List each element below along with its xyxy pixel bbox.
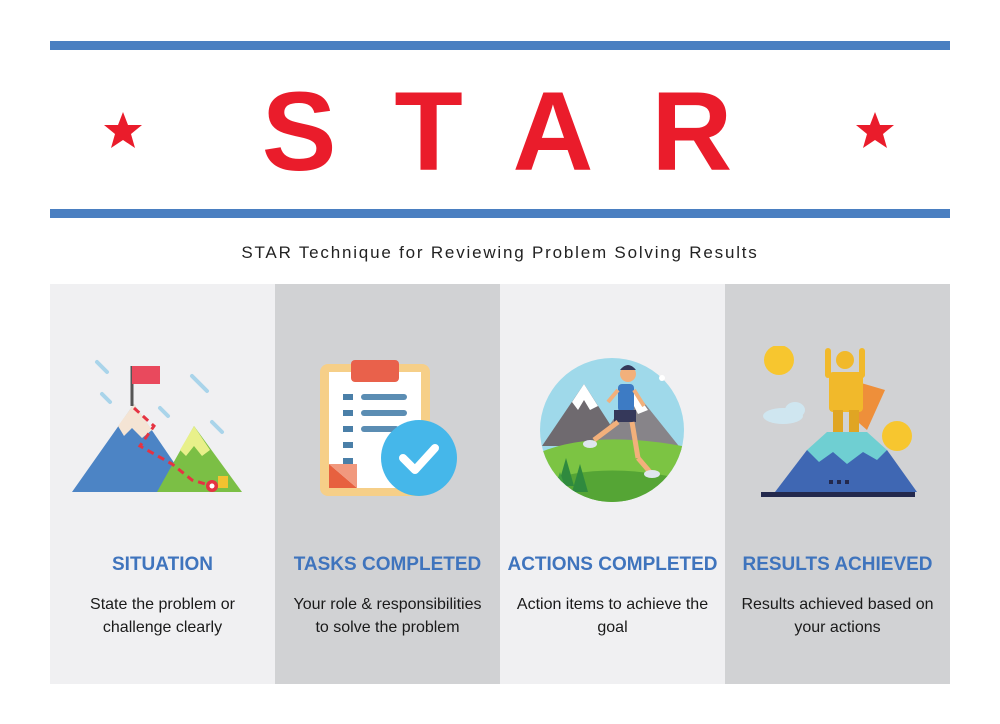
star-left-icon xyxy=(104,112,142,148)
page-title: STAR xyxy=(261,69,791,194)
top-rule xyxy=(50,41,950,50)
mountain-flag-icon xyxy=(72,360,242,492)
panel-situation: SITUATION State the problem or challenge… xyxy=(50,284,275,684)
panel-results: RESULTS ACHIEVED Results achieved based … xyxy=(725,284,950,684)
subtitle: STAR Technique for Reviewing Problem Sol… xyxy=(241,243,759,262)
panel-heading: ACTIONS COMPLETED xyxy=(507,554,718,575)
panel-heading: TASKS COMPLETED xyxy=(293,554,482,575)
panel-description: Results achieved based on your actions xyxy=(741,596,934,636)
panel-heading: SITUATION xyxy=(112,554,213,575)
bottom-rule xyxy=(50,209,950,218)
runner-icon xyxy=(540,358,684,502)
panel-description: Action items to achieve the goal xyxy=(516,596,709,636)
panel-description: Your role & responsibilities to solve th… xyxy=(293,596,482,636)
panel-tasks: TASKS COMPLETED Your role & responsibili… xyxy=(275,284,500,684)
clipboard-check-icon xyxy=(320,360,457,496)
panel-description: State the problem or challenge clearly xyxy=(90,596,235,636)
panel-actions: ACTIONS COMPLETED Action items to achiev… xyxy=(500,284,725,684)
summit-hero-icon xyxy=(761,346,917,497)
star-right-icon xyxy=(856,112,894,148)
panel-heading: RESULTS ACHIEVED xyxy=(742,554,933,575)
